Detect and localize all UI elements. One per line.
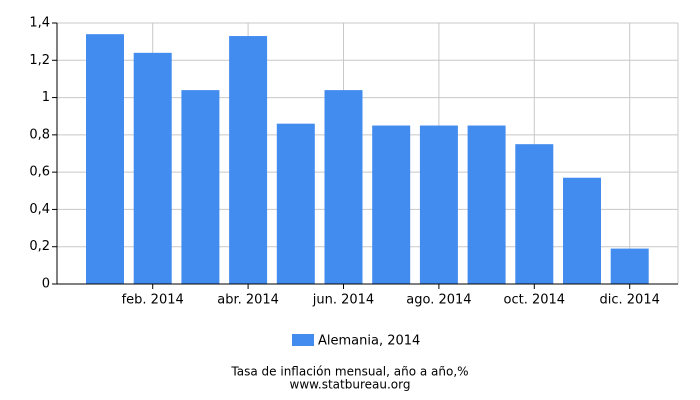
y-tick-label: 0,2 — [29, 239, 50, 254]
x-tick-label: feb. 2014 — [122, 293, 184, 308]
bar — [372, 125, 411, 285]
bar — [181, 90, 220, 284]
bar — [276, 123, 315, 285]
y-tick-label: 1 — [42, 90, 50, 105]
bar — [610, 248, 649, 284]
bar — [324, 90, 363, 284]
y-tick-label: 1,4 — [29, 16, 50, 31]
y-tick-label: 0,8 — [29, 127, 50, 142]
footer-source: www.statbureau.org — [290, 378, 411, 392]
y-tick-label: 0 — [42, 277, 50, 292]
bar — [515, 144, 554, 284]
y-tick-label: 0,6 — [29, 165, 50, 180]
legend-label: Alemania, 2014 — [318, 334, 420, 349]
bar — [133, 52, 172, 285]
legend-swatch — [292, 334, 314, 346]
x-tick-label: ago. 2014 — [406, 293, 471, 308]
bar — [467, 125, 506, 285]
bar — [229, 36, 268, 284]
bar — [419, 125, 458, 285]
x-tick-label: oct. 2014 — [504, 293, 566, 308]
footer-title: Tasa de inflación mensual, año a año,% — [230, 365, 468, 379]
x-tick-label: jun. 2014 — [312, 293, 374, 308]
x-tick-label: abr. 2014 — [217, 293, 279, 308]
x-tick-label: dic. 2014 — [600, 293, 660, 308]
bar — [563, 177, 601, 284]
bar — [86, 34, 124, 284]
y-tick-label: 1,2 — [29, 53, 50, 68]
y-tick-label: 0,4 — [29, 202, 50, 217]
